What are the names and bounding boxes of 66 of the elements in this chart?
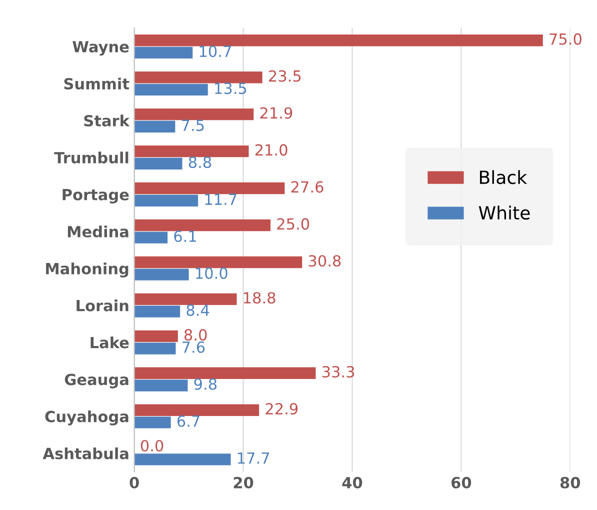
bar (134, 158, 182, 170)
y-tick-label: Medina (68, 226, 128, 238)
bar (134, 182, 285, 194)
bar (134, 120, 176, 133)
data-label: 27.6 (291, 181, 324, 193)
bar (134, 342, 176, 354)
legend-label: Black (480, 170, 528, 184)
data-label: 7.6 (182, 341, 205, 353)
data-label: 13.5 (215, 82, 246, 94)
x-tick-label: 60 (452, 476, 472, 488)
data-label: 7.5 (182, 120, 204, 132)
data-label: 10.0 (196, 267, 228, 279)
data-label: 18.8 (244, 292, 276, 304)
data-label: 0.0 (140, 440, 164, 452)
data-label: 30.8 (308, 255, 341, 267)
data-label: 17.7 (238, 452, 270, 464)
bar (134, 306, 180, 318)
x-tick-label: 0 (130, 476, 139, 488)
bar (134, 380, 188, 392)
y-tick-label: Cuyahoga (45, 410, 128, 426)
data-label: 8.4 (186, 304, 210, 316)
data-label: 25.0 (277, 218, 310, 230)
y-tick-label: Summit (64, 78, 130, 90)
data-label: 23.5 (269, 70, 301, 82)
y-tick-label: Stark (84, 114, 130, 127)
data-label: 6.7 (177, 415, 200, 427)
bar (134, 34, 543, 46)
data-label: 22.9 (266, 403, 298, 415)
bar (134, 71, 262, 84)
data-label: 33.3 (322, 366, 354, 378)
data-label: 21.9 (260, 107, 292, 119)
y-tick-label: Lorain (76, 300, 128, 312)
data-label: 21.0 (255, 144, 288, 156)
legend-label: White (478, 206, 530, 220)
bar (134, 367, 316, 380)
data-label: 75.0 (550, 33, 582, 45)
data-label: 9.8 (194, 378, 217, 390)
y-tick-label: Ashtabula (42, 447, 128, 460)
y-tick-label: Lake (90, 336, 129, 348)
bar (134, 46, 193, 59)
bar (134, 219, 271, 232)
y-tick-label: Geauga (64, 374, 128, 388)
bar (134, 84, 208, 96)
bar (134, 256, 302, 268)
bar (134, 268, 189, 280)
y-tick-label: Mahoning (46, 262, 128, 278)
data-label: 8.0 (184, 329, 207, 341)
x-tick-label: 20 (234, 476, 254, 488)
x-tick-label: 40 (342, 476, 362, 488)
data-label: 6.1 (174, 230, 196, 242)
bar (134, 232, 168, 244)
bar (134, 454, 231, 466)
y-tick-label: Wayne (72, 41, 129, 56)
bar (134, 194, 198, 206)
y-tick-label: Portage (62, 189, 129, 204)
bar (134, 416, 171, 428)
bar (134, 108, 254, 120)
bar (134, 145, 249, 158)
data-label: 11.7 (205, 194, 236, 205)
bar (134, 330, 178, 342)
bar (134, 293, 237, 306)
data-label: 10.7 (200, 46, 231, 58)
x-tick-label: 80 (560, 476, 580, 488)
data-label: 8.8 (188, 156, 212, 168)
y-tick-label: Trumbull (54, 152, 128, 164)
bar (134, 404, 260, 416)
